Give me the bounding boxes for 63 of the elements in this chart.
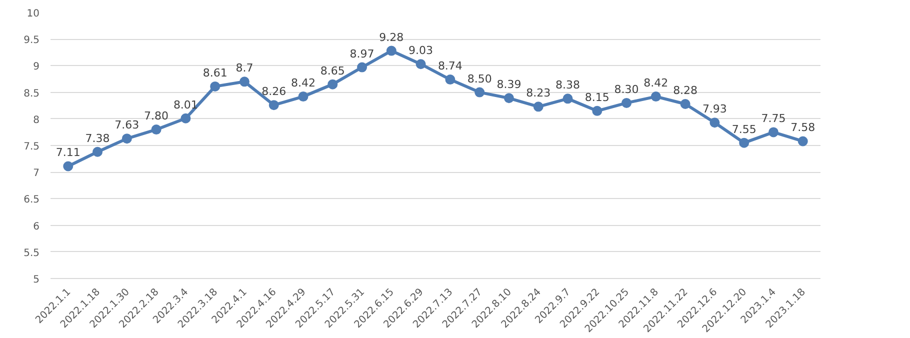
point: [680, 99, 690, 109]
data-label: 8.42: [291, 76, 316, 90]
data-label: 7.80: [144, 110, 169, 123]
point: [151, 124, 162, 135]
point: [710, 118, 720, 128]
point: [622, 98, 632, 108]
data-label: 8.38: [556, 78, 580, 92]
point: [239, 76, 250, 87]
point: [357, 62, 368, 72]
point: [504, 93, 514, 104]
point: [474, 87, 485, 98]
data-label: 9.28: [379, 30, 404, 44]
data-label: 8.26: [262, 85, 286, 98]
y-tick-label: 6: [33, 221, 40, 232]
point: [562, 94, 573, 104]
data-label: 8.28: [673, 84, 698, 98]
point: [416, 59, 426, 70]
point: [739, 138, 750, 148]
y-tick-label: 5: [33, 274, 40, 286]
data-label: 8.65: [320, 64, 345, 78]
point: [798, 136, 808, 146]
point: [298, 92, 308, 102]
data-label: 8.61: [202, 66, 228, 80]
point: [533, 102, 544, 112]
point: [650, 92, 661, 102]
y-tick-label: 5.5: [24, 248, 40, 259]
data-label: 7.93: [702, 102, 727, 116]
point: [268, 100, 279, 110]
data-label: 7.55: [732, 122, 756, 136]
data-label: 8.7: [236, 62, 254, 75]
data-label: 7.58: [790, 121, 816, 134]
point: [63, 161, 74, 172]
data-label: 8.74: [438, 60, 462, 73]
data-label: 7.75: [761, 112, 786, 126]
y-tick-label: 7: [33, 168, 40, 180]
data-label: 8.15: [584, 90, 610, 104]
point: [445, 74, 456, 85]
data-label: 7.11: [56, 146, 80, 160]
data-label: 7.63: [114, 118, 140, 132]
data-label: 8.42: [644, 76, 668, 90]
y-tick-label: 10: [26, 8, 40, 20]
data-label: 9.03: [408, 44, 434, 58]
point: [386, 46, 396, 56]
y-tick-label: 6.5: [24, 194, 40, 206]
data-label: 8.97: [350, 47, 374, 60]
point: [768, 127, 778, 138]
y-tick-label: 8.5: [24, 88, 40, 100]
point: [122, 134, 132, 144]
data-label: 8.39: [496, 78, 522, 92]
data-label: 8.50: [467, 72, 492, 86]
data-label: 8.23: [526, 86, 551, 100]
point: [92, 146, 103, 157]
y-tick-label: 8: [33, 114, 40, 126]
point: [180, 113, 191, 124]
data-label: 8.30: [614, 82, 639, 96]
data-label: 7.38: [85, 132, 110, 145]
data-label: 8.01: [173, 98, 198, 112]
y-tick-label: 9.5: [24, 35, 40, 46]
point: [210, 81, 220, 92]
point: [328, 79, 338, 90]
point: [592, 106, 602, 116]
y-tick-label: 9: [33, 62, 40, 73]
y-tick-label: 7.5: [24, 142, 40, 152]
